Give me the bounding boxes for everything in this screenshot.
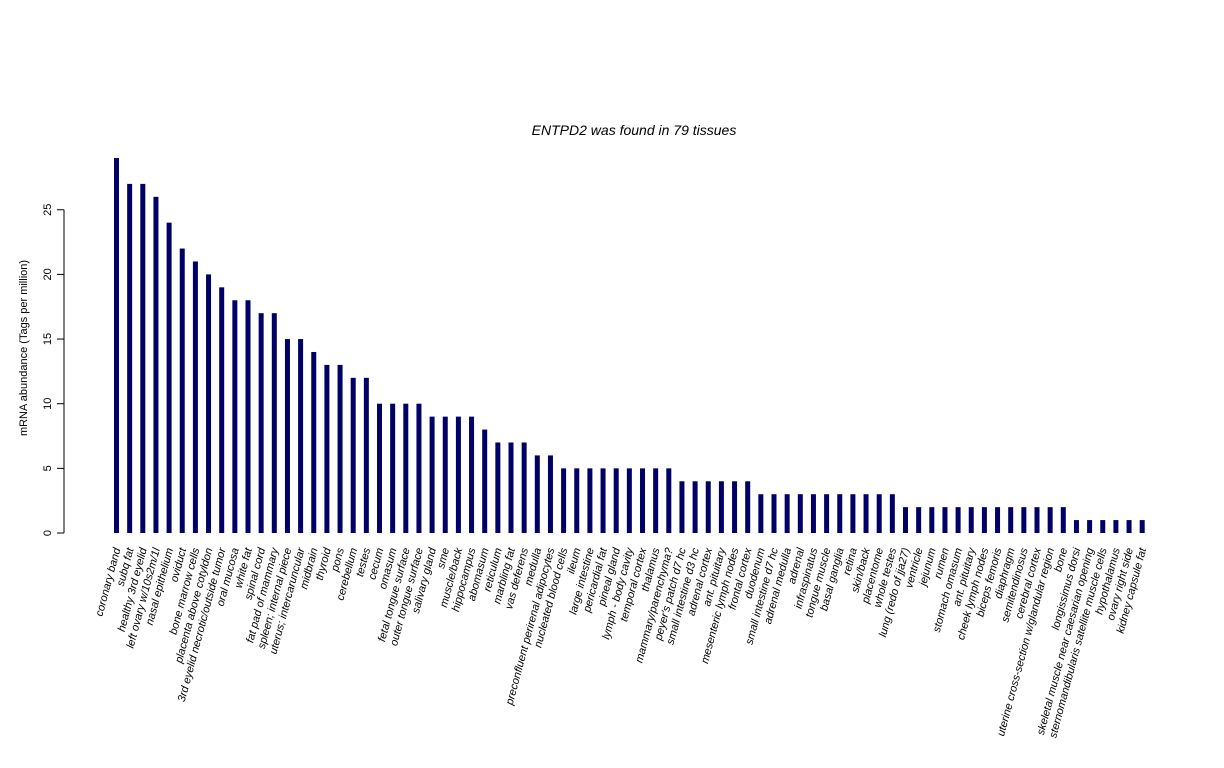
y-axis: 0 5 10 15 20 25 bbox=[42, 204, 65, 536]
bar bbox=[403, 403, 409, 533]
bar bbox=[232, 300, 238, 533]
bar bbox=[600, 468, 606, 533]
bar bbox=[889, 494, 895, 533]
y-tick-label: 20 bbox=[42, 268, 54, 280]
bar bbox=[140, 183, 146, 533]
bar bbox=[127, 183, 133, 533]
bar bbox=[192, 261, 198, 533]
bar bbox=[574, 468, 580, 533]
bar bbox=[429, 416, 435, 533]
bar bbox=[863, 494, 869, 533]
bar bbox=[850, 494, 856, 533]
bar bbox=[758, 494, 764, 533]
bar bbox=[377, 403, 382, 533]
bar bbox=[1087, 520, 1093, 533]
bar bbox=[390, 403, 396, 533]
bar bbox=[219, 287, 225, 533]
y-tick-label: 5 bbox=[42, 465, 54, 471]
bar bbox=[810, 494, 816, 533]
bar bbox=[311, 351, 317, 533]
bar bbox=[206, 274, 212, 533]
bar bbox=[1126, 520, 1132, 533]
bar bbox=[284, 339, 290, 533]
bar bbox=[745, 481, 751, 533]
bar bbox=[1047, 507, 1053, 533]
bar bbox=[166, 222, 172, 533]
bar bbox=[271, 313, 277, 533]
y-tick-label: 0 bbox=[42, 530, 54, 536]
bar bbox=[626, 468, 632, 533]
bar bbox=[903, 507, 908, 533]
bar bbox=[324, 364, 330, 533]
bar bbox=[1073, 520, 1079, 533]
bar bbox=[679, 481, 685, 533]
bar bbox=[442, 416, 448, 533]
bar bbox=[771, 494, 777, 533]
bar bbox=[469, 416, 475, 533]
bar bbox=[666, 468, 672, 533]
bar bbox=[1139, 520, 1145, 533]
bar bbox=[968, 507, 974, 533]
bar bbox=[495, 442, 501, 533]
bar bbox=[784, 494, 790, 533]
bar bbox=[1008, 507, 1014, 533]
bar bbox=[732, 481, 738, 533]
bar bbox=[337, 364, 343, 533]
bar bbox=[929, 507, 935, 533]
bar bbox=[508, 442, 514, 533]
bar bbox=[114, 158, 119, 533]
bar bbox=[653, 468, 659, 533]
y-tick-label: 25 bbox=[42, 204, 54, 216]
y-tick-label: 15 bbox=[42, 333, 54, 345]
bar bbox=[640, 468, 645, 533]
bar bbox=[561, 468, 567, 533]
bar bbox=[363, 377, 369, 533]
bar bbox=[153, 196, 159, 533]
bar bbox=[547, 455, 553, 533]
bar bbox=[350, 377, 356, 533]
bar bbox=[416, 403, 422, 533]
bar bbox=[298, 339, 304, 533]
bar bbox=[981, 507, 987, 533]
bar bbox=[797, 494, 803, 533]
bar bbox=[705, 481, 711, 533]
bar bbox=[179, 248, 185, 534]
bar bbox=[876, 494, 882, 533]
bar bbox=[455, 416, 461, 533]
bar bbox=[995, 507, 1001, 533]
y-tick-label: 10 bbox=[42, 398, 54, 410]
bar bbox=[258, 313, 264, 533]
bars bbox=[114, 158, 1145, 534]
bar bbox=[587, 468, 593, 533]
bar bbox=[1034, 507, 1040, 533]
bar bbox=[1100, 520, 1106, 533]
bar bbox=[1021, 507, 1027, 533]
bar bbox=[942, 507, 948, 533]
bar bbox=[521, 442, 527, 533]
bar bbox=[1060, 507, 1066, 533]
bar bbox=[824, 494, 830, 533]
bar bbox=[534, 455, 540, 533]
bar bbox=[955, 507, 961, 533]
y-axis-label: mRNA abundance (Tags per million) bbox=[18, 260, 30, 436]
bar bbox=[482, 429, 488, 533]
chart-title: ENTPD2 was found in 79 tissues bbox=[532, 122, 737, 138]
bar bbox=[1113, 520, 1119, 533]
bar bbox=[245, 300, 251, 533]
bar bbox=[718, 481, 724, 533]
bar bbox=[613, 468, 619, 533]
bar bbox=[837, 494, 843, 533]
x-tick-label: sme bbox=[435, 547, 452, 570]
bar bbox=[916, 507, 922, 533]
bar bbox=[692, 481, 698, 533]
